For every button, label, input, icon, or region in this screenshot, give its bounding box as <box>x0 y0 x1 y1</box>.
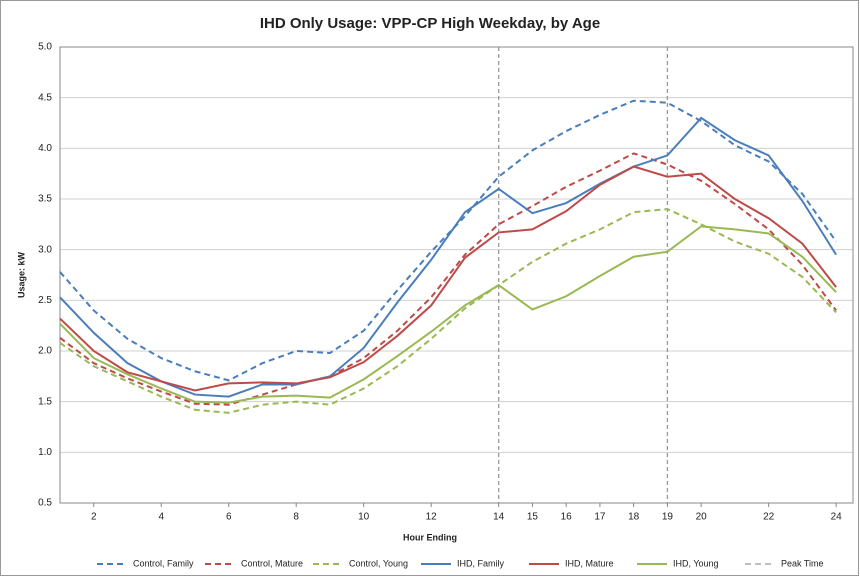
x-tick-label: 22 <box>763 512 775 523</box>
x-tick-label: 4 <box>158 512 164 523</box>
y-tick-label: 4.0 <box>38 143 52 154</box>
x-tick-label: 16 <box>561 512 573 523</box>
x-tick-label: 20 <box>696 512 708 523</box>
series-line <box>59 208 837 414</box>
x-tick-label: 15 <box>527 512 539 523</box>
series-line <box>59 165 837 392</box>
x-tick-label: 24 <box>831 512 843 523</box>
y-tick-label: 2.5 <box>38 295 52 306</box>
x-tick-label: 14 <box>493 512 505 523</box>
y-tick-label: 5.0 <box>38 42 52 53</box>
series-line <box>59 99 837 382</box>
x-tick-label: 8 <box>293 512 299 523</box>
x-axis-title: Hour Ending <box>403 532 457 542</box>
legend-label: Control, Mature <box>241 558 303 568</box>
x-tick-label: 6 <box>226 512 232 523</box>
x-tick-label: 10 <box>358 512 370 523</box>
series-line <box>59 116 837 398</box>
y-tick-label: 0.5 <box>38 498 52 509</box>
legend-label: Control, Family <box>133 558 194 568</box>
x-tick-label: 2 <box>91 512 97 523</box>
series-line <box>59 152 837 406</box>
series-line <box>59 225 837 404</box>
y-tick-label: 4.5 <box>38 92 52 103</box>
plot-frame <box>59 46 854 504</box>
legend-label: Control, Young <box>349 558 408 568</box>
y-tick-label: 1.0 <box>38 447 52 458</box>
y-axis-title: Usage: kW <box>16 251 26 298</box>
x-tick-label: 17 <box>594 512 606 523</box>
x-tick-label: 12 <box>426 512 438 523</box>
legend-label: Peak Time <box>781 558 824 568</box>
x-tick-label: 18 <box>628 512 640 523</box>
y-tick-label: 2.0 <box>38 346 52 357</box>
y-tick-label: 3.5 <box>38 194 52 205</box>
x-tick-label: 19 <box>662 512 674 523</box>
y-tick-label: 3.0 <box>38 244 52 255</box>
chart-title: IHD Only Usage: VPP-CP High Weekday, by … <box>260 15 600 32</box>
legend-label: IHD, Young <box>673 558 719 568</box>
legend-label: IHD, Family <box>457 558 504 568</box>
y-tick-label: 1.5 <box>38 396 52 407</box>
legend-label: IHD, Mature <box>565 558 614 568</box>
